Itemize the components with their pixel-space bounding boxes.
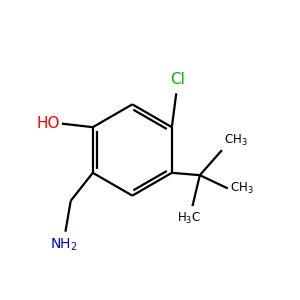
Text: Cl: Cl — [170, 72, 185, 87]
Text: NH$_2$: NH$_2$ — [50, 237, 78, 253]
Text: H$_3$C: H$_3$C — [178, 211, 202, 226]
Text: HO: HO — [36, 116, 59, 131]
Text: CH$_3$: CH$_3$ — [230, 181, 254, 196]
Text: CH$_3$: CH$_3$ — [224, 133, 248, 148]
